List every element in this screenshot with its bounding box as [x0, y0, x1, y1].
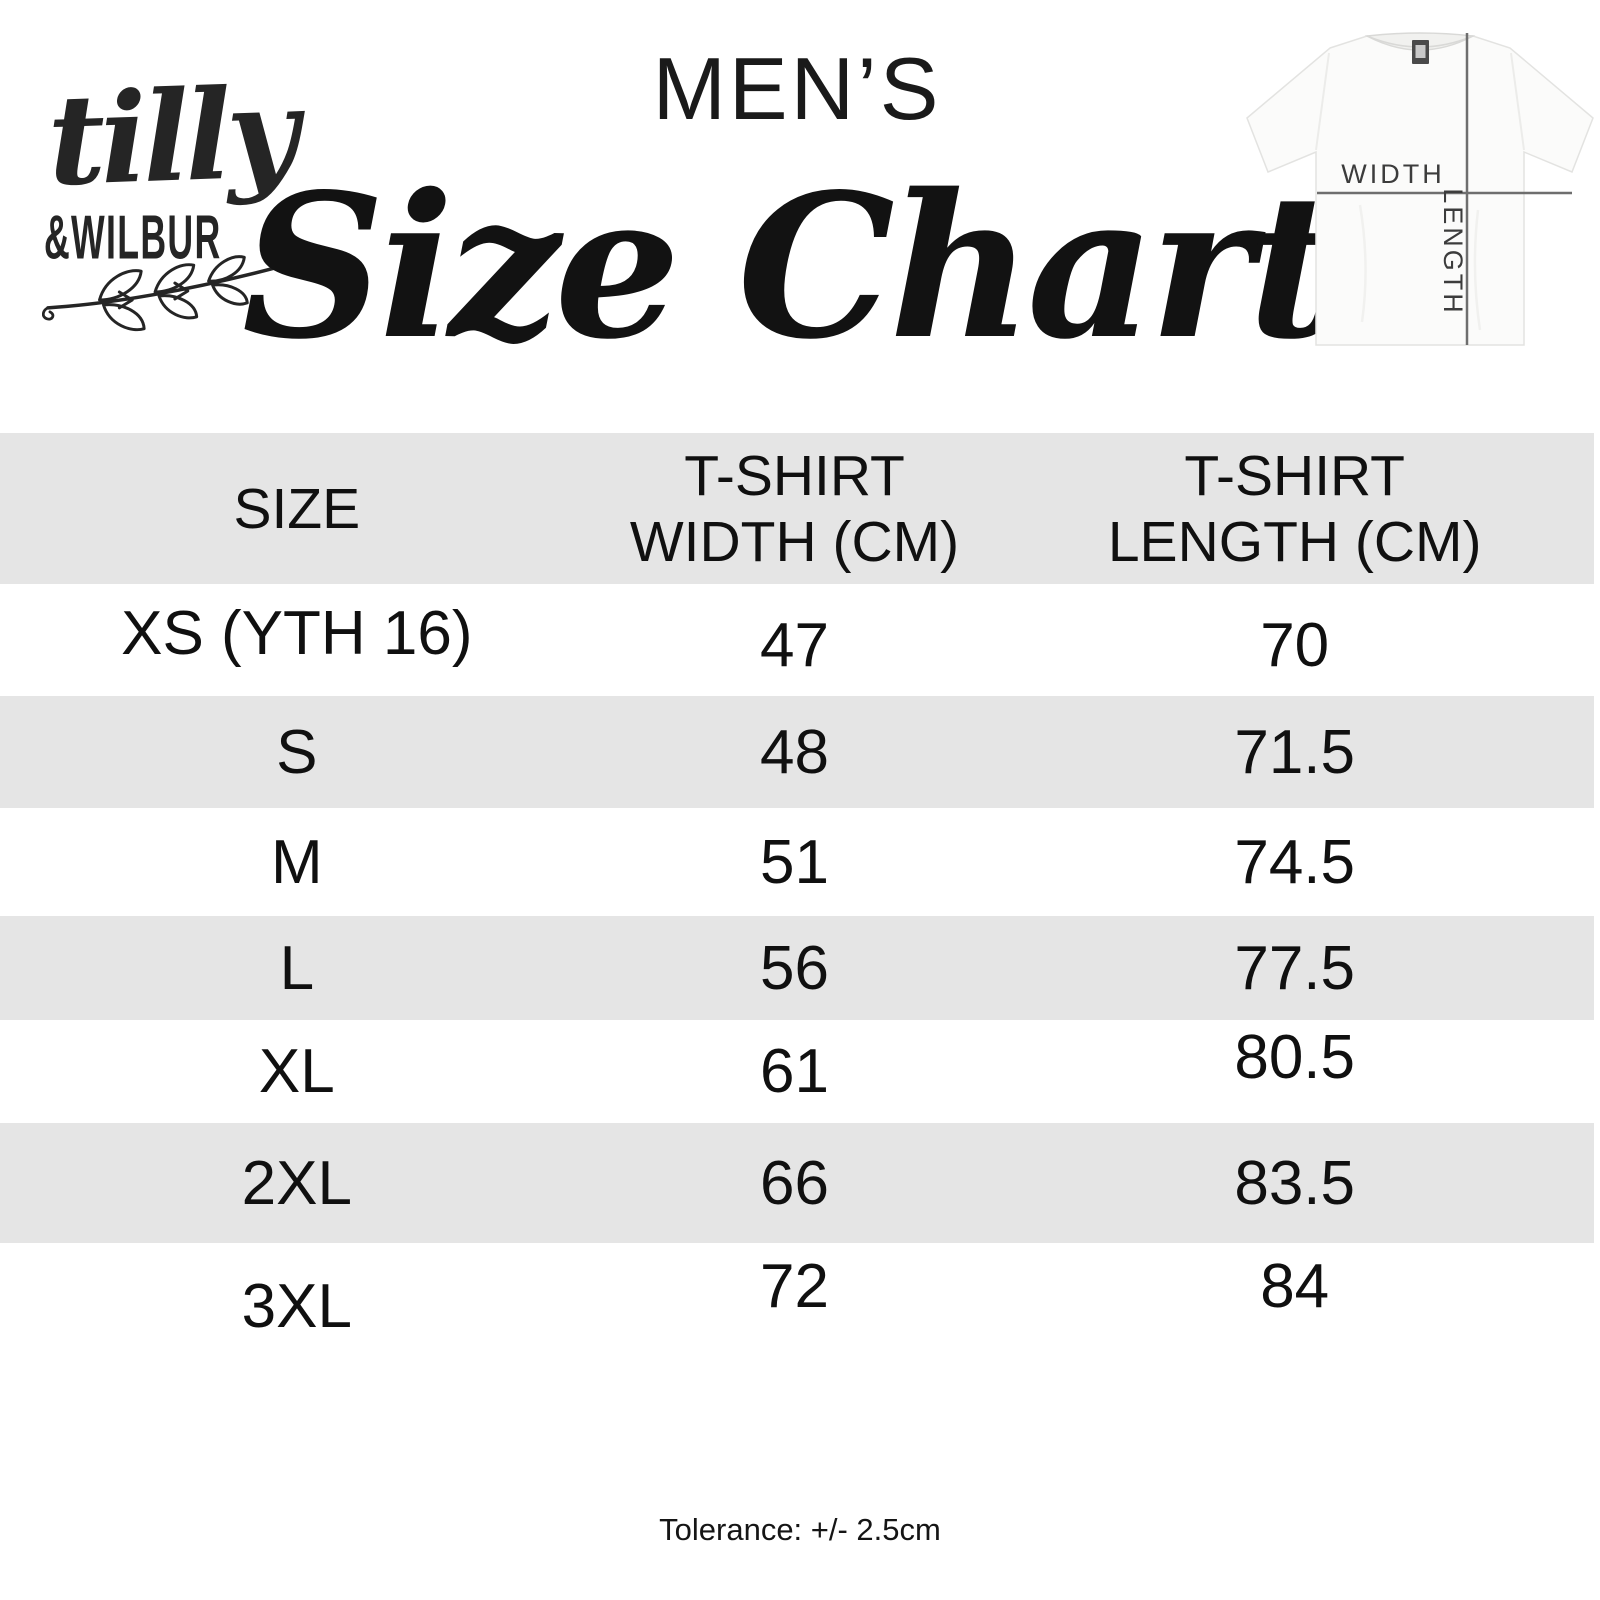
page-title: Size Chart — [241, 150, 1339, 383]
length-value: 71.5 — [1234, 717, 1356, 787]
category-title: MEN’S — [652, 39, 942, 138]
table-row: XL 61 80.5 — [0, 1020, 1594, 1123]
tshirt-measure-diagram: WIDTH LENGTH — [1246, 32, 1594, 346]
length-value: 70 — [1260, 610, 1330, 680]
laurel-branch-icon — [42, 255, 276, 332]
size-value: L — [279, 933, 315, 1003]
width-value: 51 — [760, 827, 829, 897]
table-row: 2XL 66 83.5 — [0, 1123, 1594, 1243]
table-row: 3XL 72 84 — [0, 1243, 1594, 1361]
column-header-length: T-SHIRT LENGTH (CM) — [1107, 443, 1482, 574]
width-value: 56 — [760, 933, 829, 1003]
table-row: M 51 74.5 — [0, 808, 1594, 916]
size-table: SIZE T-SHIRT WIDTH (CM) T-SHIRT LENGTH (… — [0, 433, 1600, 1361]
length-label: LENGTH — [1438, 188, 1468, 316]
length-value: 77.5 — [1234, 933, 1356, 1003]
size-value: 3XL — [241, 1271, 352, 1341]
width-value: 48 — [760, 717, 829, 787]
tshirt-silhouette — [1246, 35, 1594, 346]
column-header-width: T-SHIRT WIDTH (CM) — [629, 443, 960, 574]
width-value: 72 — [760, 1251, 829, 1321]
length-value: 74.5 — [1234, 827, 1356, 897]
table-row: S 48 71.5 — [0, 696, 1594, 808]
size-value: XS (YTH 16) — [121, 598, 473, 668]
column-header-size: SIZE — [233, 476, 361, 541]
table-row: L 56 77.5 — [0, 916, 1594, 1020]
brand-logo: tilly &WILBUR — [40, 61, 296, 338]
table-row: XS (YTH 16) 47 70 — [0, 584, 1594, 696]
size-value: 2XL — [241, 1148, 352, 1218]
length-value: 84 — [1260, 1251, 1330, 1321]
width-value: 66 — [760, 1148, 829, 1218]
brand-name-caps: &WILBUR — [44, 203, 222, 273]
size-value: M — [270, 827, 323, 897]
length-value: 83.5 — [1234, 1148, 1356, 1218]
length-value: 80.5 — [1234, 1023, 1356, 1092]
tolerance-note: Tolerance: +/- 2.5cm — [659, 1512, 941, 1547]
width-value: 47 — [760, 610, 829, 680]
width-label: WIDTH — [1341, 159, 1444, 189]
size-value: S — [276, 717, 318, 787]
size-value: XL — [258, 1037, 335, 1106]
table-header-row: SIZE T-SHIRT WIDTH (CM) T-SHIRT LENGTH (… — [0, 433, 1594, 584]
width-value: 61 — [760, 1037, 829, 1106]
